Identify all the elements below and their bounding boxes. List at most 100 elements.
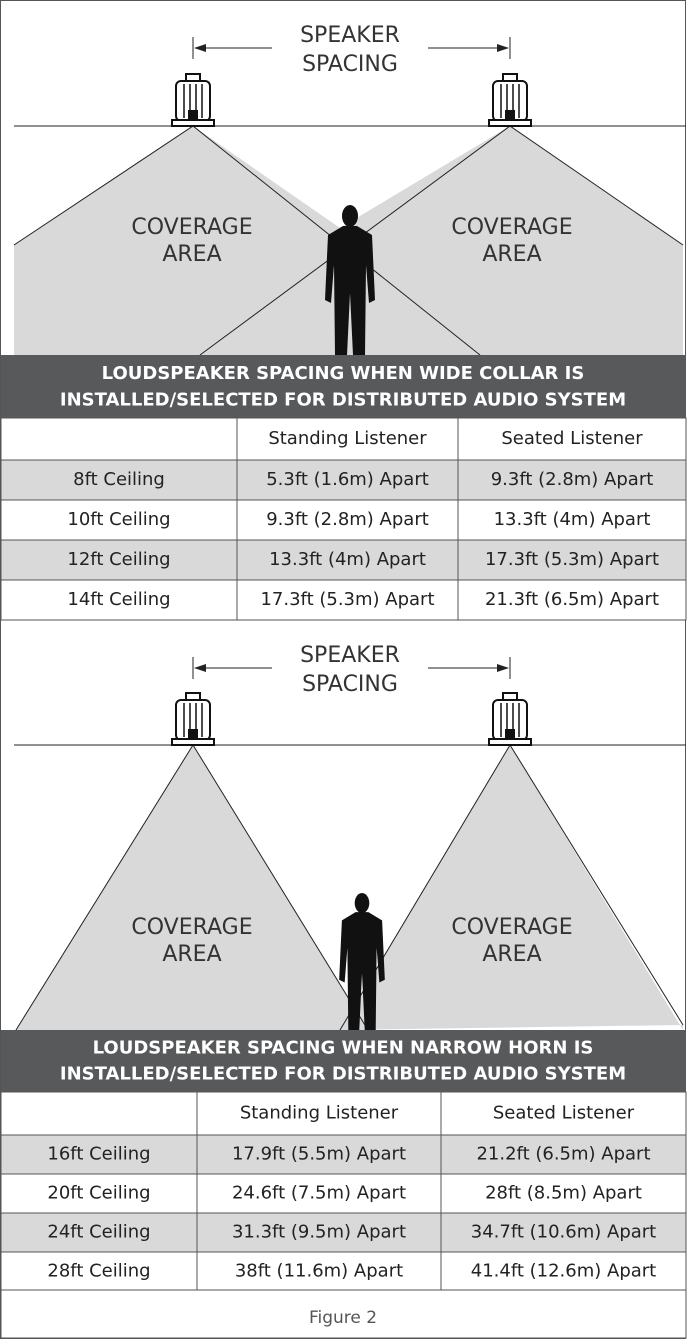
speaker-icon: [171, 692, 215, 746]
person-body: [339, 912, 385, 1030]
coverage-label: AREA: [482, 242, 541, 267]
table-title: LOUDSPEAKER SPACING WHEN NARROW HORN IS: [93, 1038, 594, 1059]
speaker-mount: [505, 110, 515, 120]
table-cell: [0, 1212, 198, 1253]
column-header: Seated Listener: [493, 1103, 635, 1124]
speaker-icon: [171, 73, 215, 127]
table-cell-text: 17.9ft (5.5m) Apart: [232, 1144, 406, 1165]
table-cell: [0, 1173, 198, 1214]
table-cell-text: 13.3ft (4m) Apart: [269, 549, 426, 570]
table-cell: [0, 499, 238, 541]
person-silhouette: [339, 893, 385, 1030]
arrowhead: [194, 664, 206, 672]
arrowhead: [194, 44, 206, 52]
person-head: [354, 893, 370, 914]
spacing-label: SPEAKER: [300, 643, 400, 668]
speaker-mount: [188, 729, 198, 739]
table-cell-text: 17.3ft (5.3m) Apart: [260, 589, 434, 610]
speaker-base: [171, 119, 215, 127]
coverage-label: AREA: [162, 242, 221, 267]
table-cell: [440, 1173, 687, 1214]
speaker-icon: [488, 73, 532, 127]
caption: Figure 2: [309, 1308, 377, 1328]
table-title: INSTALLED/SELECTED FOR DISTRIBUTED AUDIO…: [60, 389, 626, 410]
coverage-edge: [192, 744, 369, 1031]
table-cell: [236, 499, 459, 541]
table-cell-text: 8ft Ceiling: [73, 469, 165, 490]
title-bar: [1, 1030, 686, 1092]
table-cell-text: 34.7ft (10.6m) Apart: [471, 1222, 656, 1243]
table-cell-text: 9.3ft (2.8m) Apart: [491, 469, 654, 490]
table-cell-text: 10ft Ceiling: [67, 509, 170, 530]
coverage-area: [340, 745, 683, 1030]
table-title: INSTALLED/SELECTED FOR DISTRIBUTED AUDIO…: [60, 1064, 626, 1085]
table-cell: [0, 417, 238, 461]
column-header: Standing Listener: [240, 1103, 399, 1124]
table-cell: [236, 417, 459, 461]
column-header: Seated Listener: [501, 428, 643, 449]
table-cell: [457, 417, 687, 461]
table-cell-text: 38ft (11.6m) Apart: [235, 1261, 403, 1282]
speaker-base: [488, 738, 532, 746]
speaker-mount: [505, 729, 515, 739]
coverage-edge: [13, 125, 194, 246]
arrowhead: [497, 664, 509, 672]
table-cell-text: 20ft Ceiling: [47, 1183, 150, 1204]
table-cell-text: 21.3ft (6.5m) Apart: [485, 589, 659, 610]
table-cell: [440, 1212, 687, 1253]
table-cell: [236, 539, 459, 581]
table-cell: [196, 1212, 442, 1253]
table-cell: [440, 1134, 687, 1175]
table-title: LOUDSPEAKER SPACING WHEN WIDE COLLAR IS: [102, 363, 585, 384]
title-bar: [1, 355, 686, 418]
table-cell: [0, 1091, 198, 1136]
table-cell-text: 28ft Ceiling: [47, 1261, 150, 1282]
speaker-base: [488, 119, 532, 127]
table-cell: [236, 459, 459, 501]
spacing-label: SPEAKER: [300, 23, 400, 48]
table-cell-text: 21.2ft (6.5m) Apart: [476, 1144, 650, 1165]
caption-cell: [0, 1289, 687, 1339]
spacing-label: SPACING: [302, 52, 398, 77]
coverage-edge: [15, 744, 194, 1031]
table-cell: [440, 1091, 687, 1136]
table-cell-text: 16ft Ceiling: [47, 1144, 150, 1165]
coverage-label: COVERAGE: [131, 215, 252, 240]
table-cell-text: 14ft Ceiling: [67, 589, 170, 610]
table-cell: [0, 459, 238, 501]
table-cell-text: 31.3ft (9.5m) Apart: [232, 1222, 406, 1243]
table-cell: [457, 579, 687, 621]
table-cell-text: 5.3ft (1.6m) Apart: [266, 469, 429, 490]
person-body: [325, 226, 375, 355]
person-silhouette: [325, 205, 375, 355]
table-cell: [457, 459, 687, 501]
table-cell: [0, 579, 238, 621]
table-cell-text: 13.3ft (4m) Apart: [494, 509, 651, 530]
column-header: Standing Listener: [268, 428, 427, 449]
coverage-label: COVERAGE: [451, 215, 572, 240]
table-cell-text: 41.4ft (12.6m) Apart: [471, 1261, 656, 1282]
speaker-base: [171, 738, 215, 746]
coverage-label: AREA: [162, 942, 221, 967]
speaker-mount: [188, 110, 198, 120]
person-head: [342, 205, 358, 227]
spacing-label: SPACING: [302, 672, 398, 697]
speaker-icon: [488, 692, 532, 746]
coverage-area: [16, 745, 368, 1030]
table-cell-text: 9.3ft (2.8m) Apart: [266, 509, 429, 530]
table-cell-text: 28ft (8.5m) Apart: [485, 1183, 642, 1204]
coverage-edge: [509, 125, 684, 246]
table-cell: [440, 1251, 687, 1292]
coverage-edge: [509, 744, 684, 1026]
coverage-label: AREA: [482, 942, 541, 967]
table-cell-text: 17.3ft (5.3m) Apart: [485, 549, 659, 570]
table-cell: [196, 1251, 442, 1292]
table-cell: [236, 579, 459, 621]
coverage-label: COVERAGE: [131, 915, 252, 940]
table-cell-text: 12ft Ceiling: [67, 549, 170, 570]
table-cell-text: 24ft Ceiling: [47, 1222, 150, 1243]
coverage-label: COVERAGE: [451, 915, 572, 940]
table-cell: [457, 539, 687, 581]
